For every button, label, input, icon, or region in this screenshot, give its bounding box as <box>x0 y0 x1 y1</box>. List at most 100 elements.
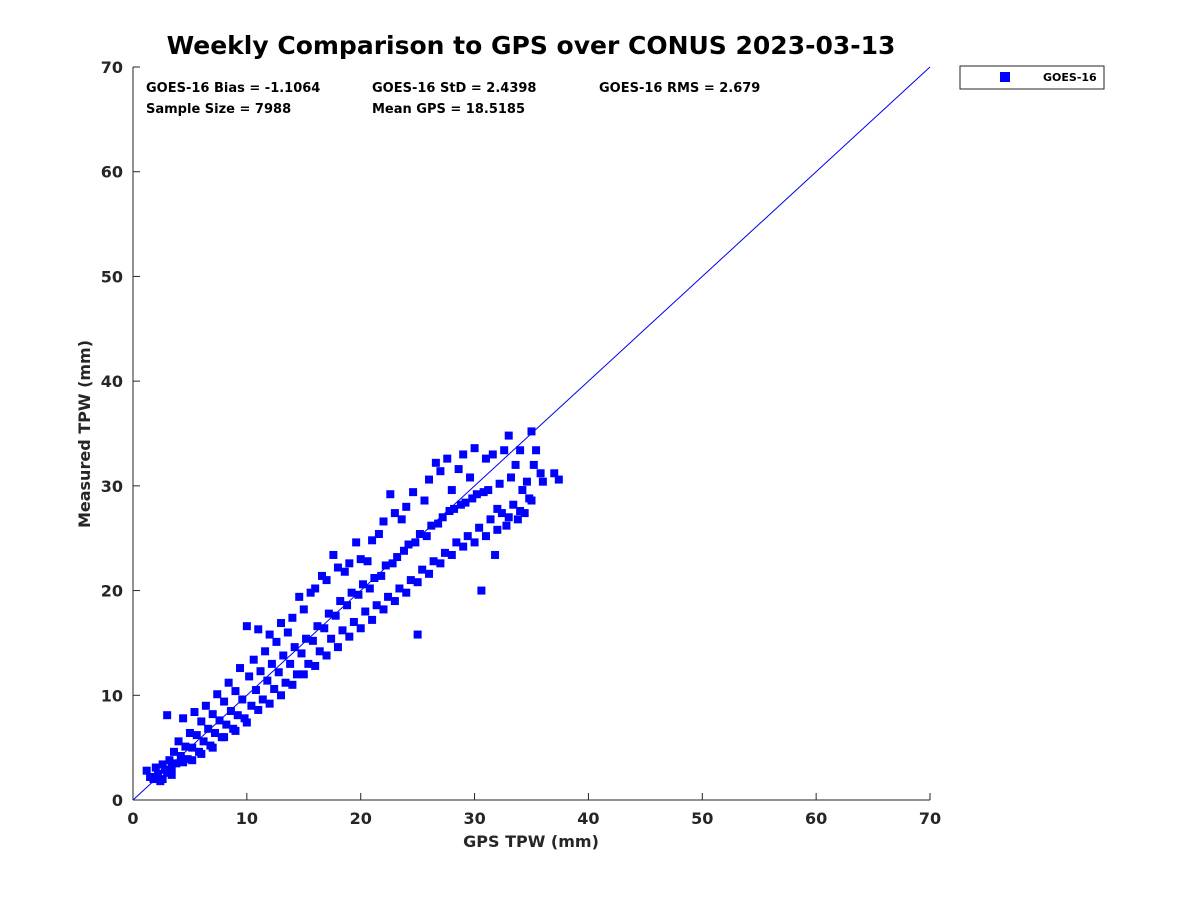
data-point <box>345 559 354 568</box>
data-point <box>274 668 283 677</box>
data-point <box>197 717 206 726</box>
data-point <box>297 649 306 658</box>
data-point <box>322 576 331 585</box>
data-point <box>169 747 178 756</box>
data-point <box>504 431 513 440</box>
data-point <box>390 597 399 606</box>
data-point <box>459 450 468 459</box>
data-point <box>472 490 481 499</box>
data-point <box>167 770 176 779</box>
data-point <box>536 469 545 478</box>
data-point <box>254 625 263 634</box>
data-point <box>261 647 270 656</box>
data-point <box>402 588 411 597</box>
data-point <box>470 538 479 547</box>
data-point <box>538 477 547 486</box>
data-point <box>356 555 365 564</box>
data-point <box>477 586 486 595</box>
data-point <box>522 477 531 486</box>
data-point <box>256 667 265 676</box>
data-point <box>247 701 256 710</box>
data-point <box>454 465 463 474</box>
x-ticks: 0 10 20 30 40 50 60 70 <box>127 793 941 828</box>
data-point <box>434 519 443 528</box>
data-point <box>151 763 160 772</box>
data-point <box>258 695 267 704</box>
data-points <box>142 427 563 786</box>
data-point <box>370 574 379 583</box>
data-point <box>201 701 210 710</box>
y-axis-label: Measured TPW (mm) <box>75 340 94 528</box>
data-point <box>320 624 329 633</box>
data-point <box>361 607 370 616</box>
data-point <box>436 467 445 476</box>
legend-label-goes-16: GOES-16 <box>1043 71 1097 84</box>
data-point <box>529 460 538 469</box>
legend-box <box>959 65 1105 90</box>
data-point <box>374 530 383 539</box>
data-point <box>295 592 304 601</box>
data-point <box>440 548 449 557</box>
data-point <box>190 708 199 717</box>
data-point <box>165 756 174 765</box>
data-point <box>270 685 279 694</box>
data-point <box>527 496 536 505</box>
data-point <box>513 515 522 524</box>
data-point <box>372 601 381 610</box>
y-tick-label: 0 <box>112 791 123 810</box>
data-point <box>308 636 317 645</box>
data-point <box>527 427 536 436</box>
data-point <box>210 728 219 737</box>
data-point <box>327 634 336 643</box>
data-point <box>497 509 506 518</box>
data-point <box>368 536 377 545</box>
data-point <box>286 659 295 668</box>
data-point <box>388 559 397 568</box>
data-point <box>379 605 388 614</box>
data-point <box>242 622 251 631</box>
data-point <box>336 597 345 606</box>
data-point <box>550 469 559 478</box>
data-point <box>345 632 354 641</box>
data-point <box>358 580 367 589</box>
y-tick-label: 50 <box>101 267 123 286</box>
data-point <box>149 775 158 784</box>
chart-title: Weekly Comparison to GPS over CONUS 2023… <box>167 31 896 60</box>
data-point <box>397 515 406 524</box>
data-point <box>481 454 490 463</box>
data-point <box>500 446 509 455</box>
stat-std: GOES-16 StD = 2.4398 <box>372 81 536 96</box>
data-point <box>413 630 422 639</box>
stat-bias: GOES-16 Bias = -1.1064 <box>146 81 320 96</box>
data-point <box>491 550 500 559</box>
data-point <box>452 538 461 547</box>
data-point <box>450 504 459 513</box>
data-point <box>456 500 465 509</box>
y-tick-label: 10 <box>101 686 123 705</box>
data-point <box>192 731 201 740</box>
data-point <box>224 678 233 687</box>
data-point <box>390 509 399 518</box>
data-point <box>504 513 513 522</box>
data-point <box>438 513 447 522</box>
data-point <box>254 705 263 714</box>
data-point <box>265 699 274 708</box>
data-point <box>174 737 183 746</box>
data-point <box>484 486 493 495</box>
data-point <box>231 687 240 696</box>
y-tick-label: 70 <box>101 58 123 77</box>
data-point <box>333 643 342 652</box>
data-point <box>299 605 308 614</box>
x-tick-label: 50 <box>691 809 713 828</box>
data-point <box>251 686 260 695</box>
data-point <box>265 630 274 639</box>
data-point <box>468 494 477 503</box>
data-point <box>495 479 504 488</box>
data-point <box>436 559 445 568</box>
data-point <box>493 504 502 513</box>
data-point <box>425 475 434 484</box>
data-point <box>272 637 281 646</box>
data-point <box>516 506 525 515</box>
plot-area: 0 10 20 30 40 50 60 70 0 10 20 30 40 50 60 70 <box>101 58 941 828</box>
stat-mean-gps: Mean GPS = 18.5185 <box>372 102 525 117</box>
